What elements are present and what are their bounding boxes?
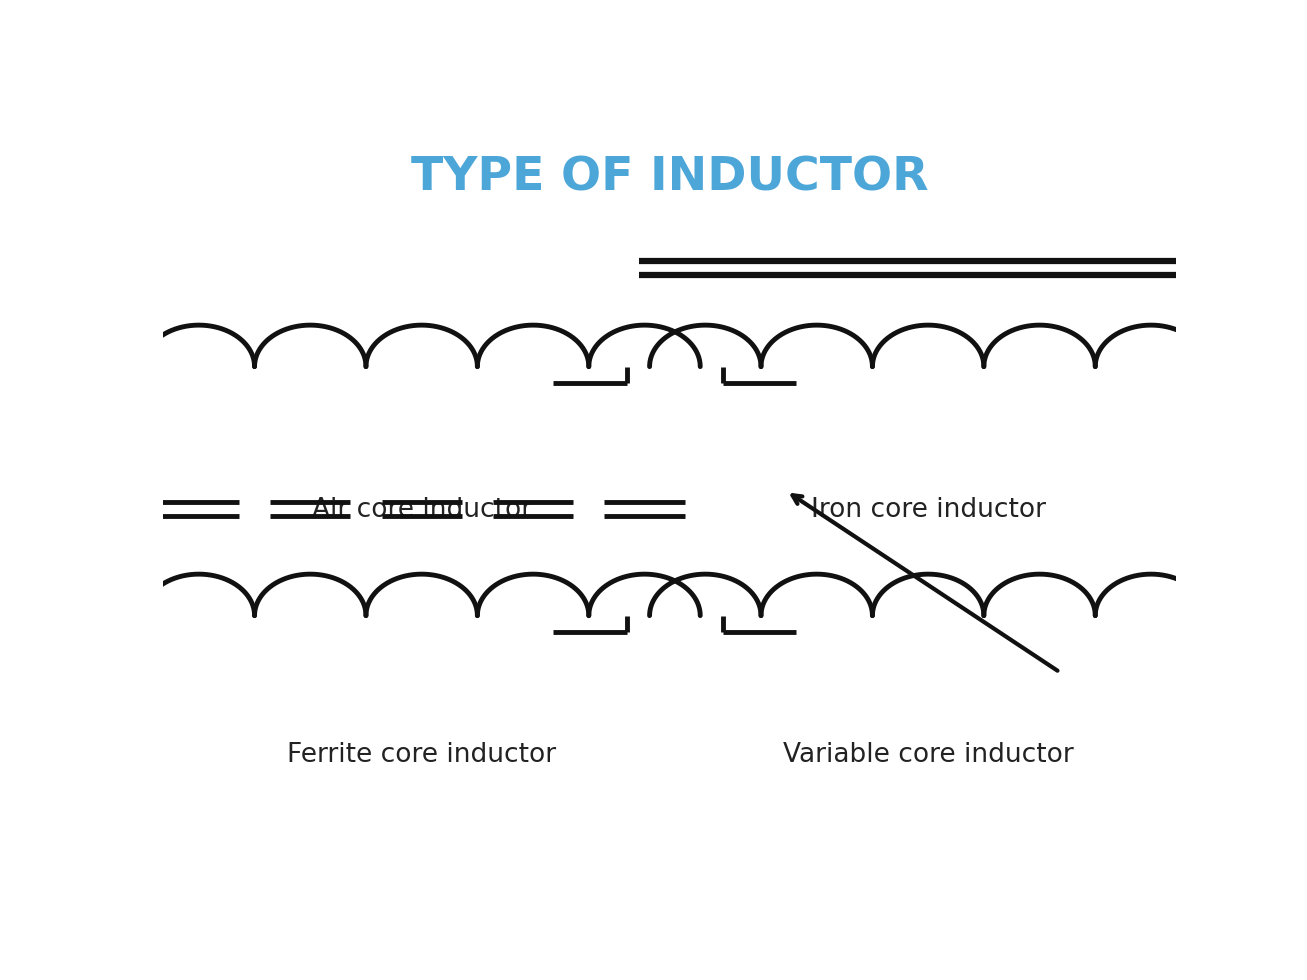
Text: TYPE OF INDUCTOR: TYPE OF INDUCTOR [410, 156, 929, 201]
Text: Ferrite core inductor: Ferrite core inductor [288, 742, 557, 768]
Text: Iron core inductor: Iron core inductor [810, 497, 1046, 523]
Text: Air core inductor: Air core inductor [311, 497, 532, 523]
Text: Variable core inductor: Variable core inductor [783, 742, 1073, 768]
